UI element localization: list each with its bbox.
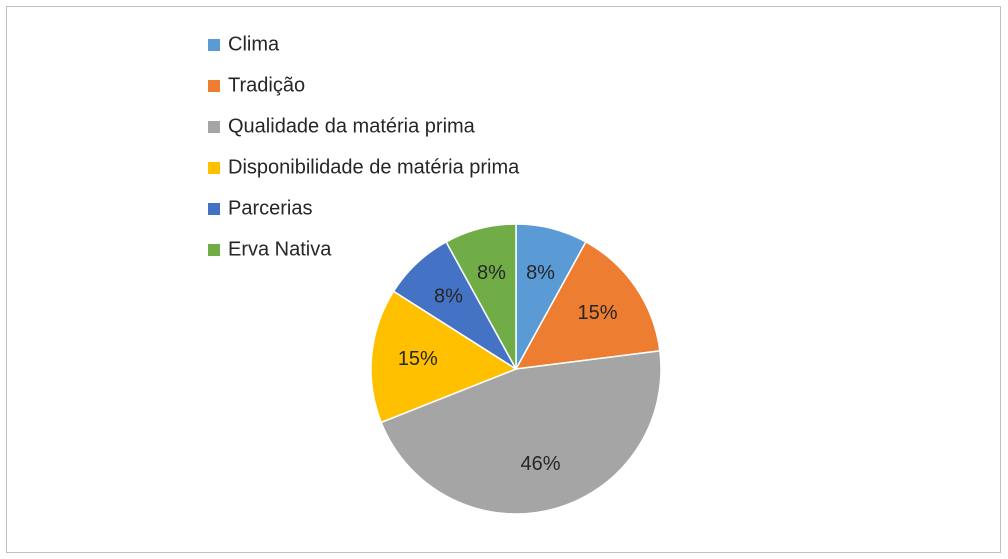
legend-swatch bbox=[208, 203, 220, 215]
pie-slice bbox=[445, 223, 517, 370]
data-label: 8% bbox=[477, 262, 506, 284]
legend-label: Parcerias bbox=[228, 197, 312, 219]
data-label: 46% bbox=[521, 453, 561, 475]
data-label: 15% bbox=[578, 302, 618, 324]
legend-label: Erva Nativa bbox=[228, 238, 332, 260]
legend-label: Clima bbox=[228, 33, 280, 55]
data-label: 8% bbox=[526, 262, 555, 284]
legend-swatch bbox=[208, 121, 220, 133]
legend-label: Tradição bbox=[228, 74, 305, 96]
pie-slice bbox=[514, 240, 661, 370]
legend-swatch bbox=[208, 80, 220, 92]
legend-swatch bbox=[208, 39, 220, 51]
legend-label: Qualidade da matéria prima bbox=[228, 115, 476, 137]
data-label: 8% bbox=[434, 285, 463, 307]
legend-swatch bbox=[208, 244, 220, 256]
legend-swatch bbox=[208, 162, 220, 174]
legend-label: Disponibilidade de matéria prima bbox=[228, 156, 520, 178]
pie-slice bbox=[380, 349, 662, 515]
data-label: 15% bbox=[398, 348, 438, 370]
pie-slice bbox=[370, 290, 518, 424]
